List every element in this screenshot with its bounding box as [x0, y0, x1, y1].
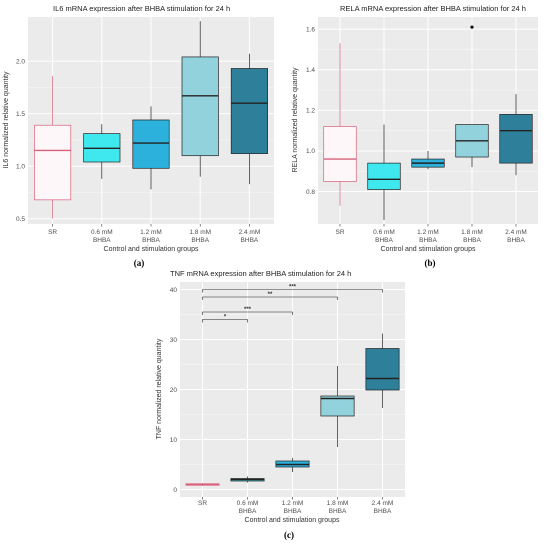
box-0-6-mm-bhba — [230, 476, 265, 483]
chart-title: RELA mRNA expression after BHBA stimulat… — [340, 4, 526, 13]
y-tick-label: 1.0 — [306, 148, 315, 155]
panel-label-b: (b) — [425, 258, 436, 268]
box-body — [323, 126, 357, 182]
y-tick-label: 1.0 — [16, 164, 25, 171]
x-category-label: SR — [335, 229, 344, 236]
chart-title: IL6 mRNA expression after BHBA stimulati… — [53, 4, 230, 13]
box-body — [132, 119, 170, 169]
box-sr — [323, 43, 357, 206]
panel-b: 0.8 1.0 1.2 1.4 1.6 SR 0.6 mM BHBA 1.2 mM BHBA 1.8… — [292, 4, 538, 253]
y-tick-label: 10 — [170, 437, 178, 444]
significance-bracket: *** — [202, 307, 293, 315]
x-category-label: 2.4 mM BHBA — [372, 500, 394, 515]
x-category-label: 1.2 mM BHBA — [140, 229, 162, 244]
panel-label-a: (a) — [134, 258, 145, 268]
x-category-label: 2.4 mM BHBA — [505, 229, 527, 244]
box-1-8-mm-bhba — [181, 21, 219, 177]
x-axis-title: Control and stimulation groups — [104, 246, 199, 253]
box-1-8-mm-bhba — [320, 366, 355, 447]
x-category-label: 0.6 mM BHBA — [91, 229, 113, 244]
x-category-label: SR — [48, 229, 57, 236]
y-tick-label: 0 — [173, 487, 177, 494]
y-tick-label: 1.5 — [16, 111, 25, 118]
significance-label: *** — [289, 284, 297, 290]
x-category-label: 0.6 mM BHBA — [373, 229, 395, 244]
x-category-label: 0.6 mM BHBA — [237, 500, 259, 515]
significance-bracket: *** — [202, 284, 383, 293]
box-body — [499, 114, 533, 164]
box-1-8-mm-bhba — [455, 25, 489, 168]
box-1-2-mm-bhba — [275, 458, 310, 472]
x-axis-title: Control and stimulation groups — [245, 517, 340, 524]
bracket-line — [202, 296, 338, 300]
y-tick-label: 1.4 — [306, 67, 315, 74]
chart-title: TNF mRNA expression after BHBA stimulati… — [170, 269, 351, 278]
significance-bracket: ** — [202, 292, 338, 300]
y-tick-label: 30 — [170, 337, 178, 344]
box-1-2-mm-bhba — [411, 150, 445, 170]
panel-label-c: (c) — [284, 530, 294, 540]
y-tick-label: 40 — [170, 287, 178, 294]
bracket-line — [202, 319, 248, 323]
y-tick-label: 1.6 — [306, 26, 315, 33]
box-body — [367, 162, 401, 190]
box-2-4-mm-bhba — [499, 94, 533, 176]
y-axis-title: RELA normalized relative quantity — [292, 67, 299, 173]
y-tick-label: 0.5 — [16, 216, 25, 223]
x-category-label: 1.8 mM BHBA — [461, 229, 483, 244]
x-axis-title: Control and stimulation groups — [381, 246, 476, 253]
bracket-line — [202, 289, 383, 293]
y-tick-label: 0.8 — [306, 189, 315, 196]
box-0-6-mm-bhba — [83, 124, 121, 179]
box-body — [365, 348, 400, 391]
x-category-label: SR — [198, 500, 207, 507]
box-body — [320, 395, 355, 417]
box-body — [181, 56, 219, 157]
y-tick-label: 2.0 — [16, 58, 25, 65]
outlier-point — [470, 25, 474, 29]
x-category-label: 1.2 mM BHBA — [417, 229, 439, 244]
box-2-4-mm-bhba — [230, 53, 268, 185]
box-2-4-mm-bhba — [365, 333, 400, 408]
box-0-6-mm-bhba — [367, 124, 401, 220]
box-1-2-mm-bhba — [132, 106, 170, 190]
significance-label: * — [224, 314, 227, 320]
significance-label: ** — [268, 292, 273, 298]
box-sr — [185, 483, 220, 486]
x-category-label: 2.4 mM BHBA — [239, 229, 261, 244]
x-category-label: 1.2 mM BHBA — [282, 500, 304, 515]
box-body — [230, 68, 268, 154]
box-sr — [34, 75, 72, 219]
y-tick-label: 1.2 — [306, 108, 315, 115]
bracket-line — [202, 311, 293, 315]
y-axis-title: IL6 normalized relative quantity — [3, 71, 10, 168]
significance-bracket: * — [202, 314, 248, 323]
significance-label: *** — [244, 307, 252, 313]
box-body — [34, 124, 72, 201]
y-tick-label: 20 — [170, 387, 178, 394]
x-category-label: 1.8 mM BHBA — [327, 500, 349, 515]
x-category-label: 1.8 mM BHBA — [189, 229, 211, 244]
y-axis-title: TNF normalized relative quantity — [156, 338, 163, 439]
panel-a: 0.5 1.0 1.5 2.0 SR 0.6 mM BHBA 1.2 mM BHBA 1.8 mM… — [3, 4, 274, 253]
